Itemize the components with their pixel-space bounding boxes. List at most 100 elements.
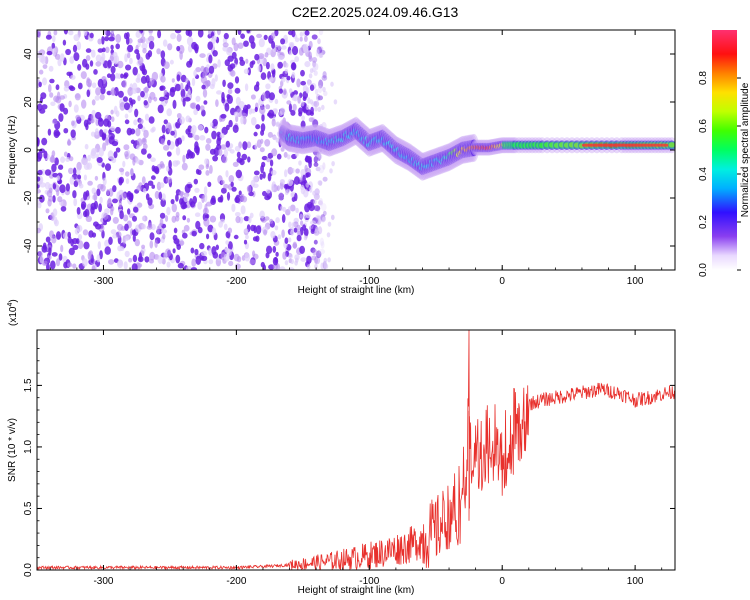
noise-cell: [144, 86, 149, 94]
noise-cell: [118, 200, 123, 208]
noise-cell: [95, 111, 102, 120]
noise-cell: [182, 203, 188, 209]
noise-cell: [37, 227, 41, 234]
noise-cell: [115, 33, 122, 43]
noise-cell: [256, 33, 263, 39]
noise-cell: [240, 205, 246, 215]
noise-cell: [265, 189, 271, 194]
noise-cell: [195, 95, 201, 102]
snr-multiplier-base: (x10: [8, 306, 19, 326]
noise-cell: [52, 183, 57, 190]
noise-cell: [258, 38, 265, 48]
noise-cell: [197, 30, 204, 38]
noise-cell: [264, 139, 271, 147]
noise-cell: [93, 221, 99, 227]
noise-cell: [157, 30, 162, 39]
noise-cell: [294, 56, 300, 63]
noise-cell: [215, 244, 219, 251]
noise-cell: [92, 147, 98, 154]
noise-cell: [254, 143, 258, 150]
noise-cell: [37, 30, 41, 39]
noise-cell: [91, 265, 96, 270]
noise-cell: [97, 48, 104, 53]
noise-cell: [313, 70, 318, 76]
noise-cell: [261, 114, 265, 122]
noise-cell: [163, 144, 170, 151]
noise-cell: [224, 59, 230, 67]
noise-cell: [302, 224, 307, 231]
noise-cell: [113, 151, 118, 159]
y-tick-label: -20: [23, 190, 34, 205]
y-tick-label: 1.5: [23, 378, 34, 392]
noise-cell: [37, 169, 43, 176]
noise-cell: [185, 30, 190, 36]
noise-cell: [208, 259, 214, 265]
noise-cell: [69, 56, 75, 64]
noise-cell: [141, 223, 146, 230]
noise-cell: [230, 70, 236, 77]
noise-cell: [304, 30, 310, 36]
noise-cell: [312, 248, 318, 256]
noise-cell: [161, 193, 166, 201]
noise-cell: [90, 114, 94, 124]
noise-cell: [194, 248, 199, 256]
noise-cell: [291, 45, 299, 56]
noise-cell: [175, 122, 181, 129]
noise-cell: [179, 240, 185, 246]
noise-cell: [45, 208, 50, 214]
noise-cell: [94, 175, 99, 181]
noise-cell: [216, 30, 221, 36]
noise-cell: [205, 213, 210, 219]
noise-cell: [258, 53, 265, 60]
noise-cell: [318, 248, 326, 255]
noise-cell: [191, 230, 197, 237]
noise-cell: [112, 198, 118, 204]
noise-cell: [193, 178, 198, 185]
noise-cell: [230, 181, 234, 187]
noise-cell: [142, 143, 148, 150]
noise-cell: [179, 116, 185, 125]
noise-cell: [195, 67, 202, 73]
snr-series-line: [37, 330, 675, 570]
noise-cell: [226, 191, 231, 201]
noise-cell: [195, 104, 201, 112]
noise-cell: [279, 181, 284, 190]
noise-cell: [149, 232, 155, 241]
noise-cell: [123, 144, 130, 151]
noise-cell: [48, 247, 52, 256]
noise-cell: [278, 192, 284, 201]
noise-cell: [202, 71, 207, 78]
noise-cell: [38, 49, 46, 56]
y-tick-label: 0.5: [23, 501, 34, 515]
noise-cell: [143, 129, 149, 139]
noise-cell: [259, 106, 266, 115]
noise-cell: [290, 43, 294, 49]
noise-cell: [205, 143, 211, 151]
noise-cell: [309, 99, 314, 105]
noise-cell: [284, 62, 289, 68]
noise-cell: [279, 205, 284, 211]
noise-cell: [243, 40, 249, 47]
noise-cell: [300, 220, 304, 226]
noise-cell: [66, 262, 73, 268]
noise-cell: [63, 128, 69, 134]
noise-cell: [110, 89, 116, 96]
noise-cell: [290, 109, 296, 116]
noise-cell: [199, 242, 205, 250]
noise-cell: [192, 195, 197, 204]
noise-cell: [219, 132, 225, 139]
noise-cell: [160, 138, 165, 146]
noise-cell: [66, 71, 72, 77]
noise-cell: [167, 139, 171, 146]
noise-cell: [151, 175, 156, 180]
noise-cell: [124, 250, 130, 258]
noise-cell: [317, 106, 322, 112]
noise-cell: [164, 215, 169, 222]
noise-cell: [253, 170, 260, 176]
noise-cell: [85, 63, 90, 70]
y-tick-label: -40: [23, 238, 34, 253]
noise-cell: [88, 230, 94, 238]
noise-cell: [308, 73, 313, 79]
noise-cell: [72, 44, 78, 53]
noise-cell: [186, 217, 191, 223]
